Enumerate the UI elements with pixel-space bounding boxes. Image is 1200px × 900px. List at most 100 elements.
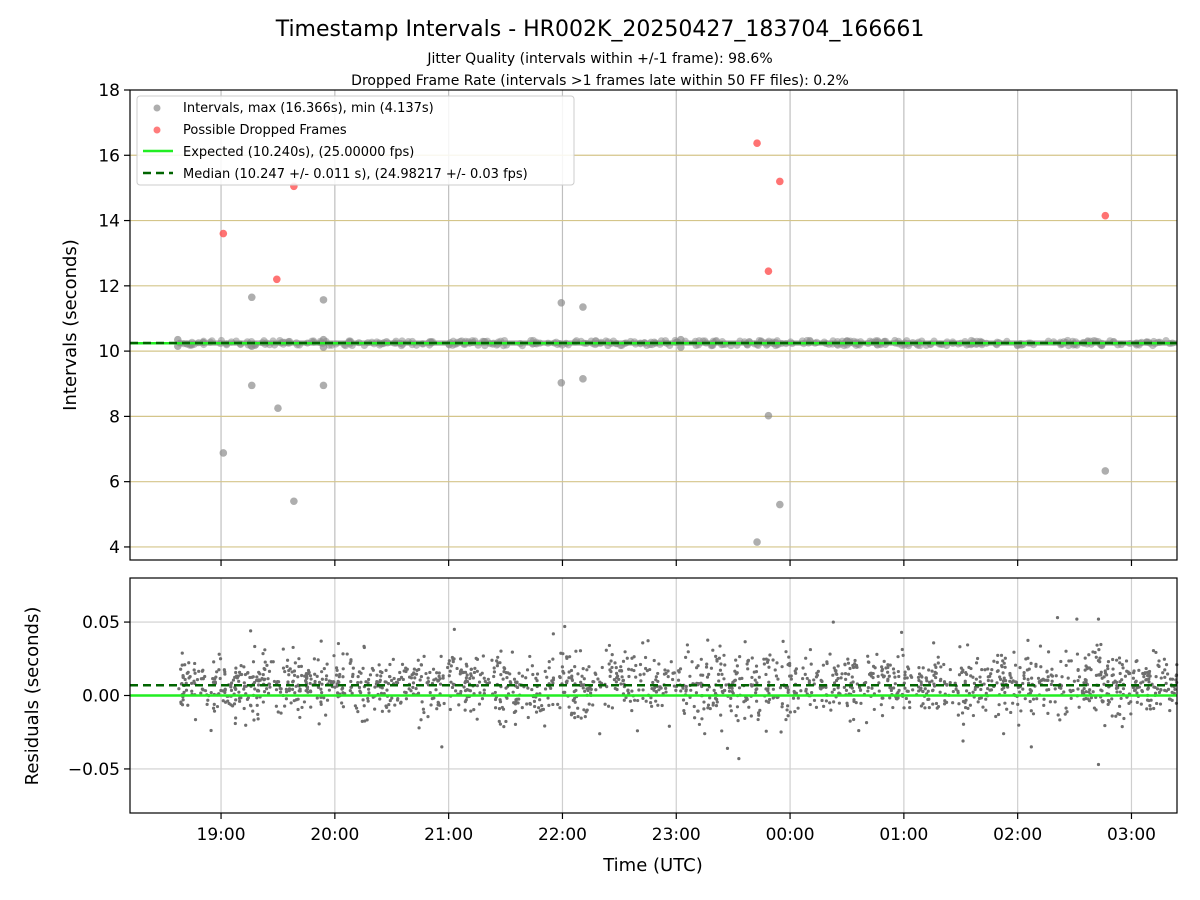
x-tick-label: 00:00	[766, 825, 815, 845]
residual-point	[750, 675, 754, 680]
residual-point	[1066, 676, 1070, 680]
residual-point	[223, 687, 227, 691]
residual-point	[283, 669, 287, 674]
residual-point	[551, 657, 555, 661]
residual-point	[1022, 676, 1026, 681]
residual-point	[1155, 701, 1159, 706]
residual-point	[789, 677, 793, 681]
residual-point	[747, 705, 751, 709]
residual-point	[540, 708, 544, 712]
residual-point	[283, 704, 287, 708]
residual-point	[543, 724, 547, 728]
residual-point	[480, 697, 485, 701]
residual-point	[587, 702, 591, 706]
residual-point	[780, 705, 784, 709]
residual-point	[1031, 697, 1036, 701]
residual-point	[796, 706, 800, 710]
residual-point	[859, 701, 863, 705]
residual-point	[840, 672, 844, 676]
residual-point	[847, 672, 851, 676]
interval-point	[677, 343, 685, 351]
residual-point	[641, 641, 645, 645]
residual-point	[1087, 699, 1092, 703]
residual-point	[229, 681, 234, 685]
residual-point	[893, 675, 897, 679]
residual-point	[581, 667, 585, 671]
dropped-frame-point	[1101, 211, 1110, 220]
residual-point	[996, 669, 1000, 673]
residual-point	[818, 685, 822, 689]
residual-point	[365, 718, 369, 722]
residual-point	[781, 639, 785, 643]
residual-point	[556, 702, 560, 706]
residual-point	[600, 665, 604, 670]
residual-point	[886, 665, 890, 670]
residual-point	[417, 667, 421, 672]
residual-point	[743, 640, 747, 644]
residual-point	[768, 653, 772, 657]
residual-point	[803, 672, 807, 676]
residual-point	[1152, 685, 1156, 689]
residual-outlier-point	[831, 620, 835, 624]
residual-point	[699, 657, 703, 661]
residual-point	[836, 686, 840, 690]
residual-point	[684, 684, 688, 689]
residual-point	[411, 685, 415, 689]
residual-point	[183, 663, 187, 667]
residual-point	[426, 715, 430, 719]
legend-label-expected: Expected (10.240s), (25.00000 fps)	[183, 145, 414, 160]
residual-point	[786, 688, 790, 692]
residual-point	[300, 705, 304, 710]
residual-point	[576, 672, 580, 676]
x-tick-label: 19:00	[197, 825, 246, 845]
residual-outlier-point	[563, 624, 567, 629]
residual-point	[696, 664, 700, 668]
residual-point	[1146, 686, 1150, 690]
residual-point	[938, 690, 942, 694]
residual-point	[449, 664, 453, 668]
residual-outlier-point	[319, 639, 323, 643]
residual-point	[639, 679, 643, 683]
residual-point	[324, 677, 328, 682]
residual-point	[822, 704, 826, 708]
residual-point	[298, 715, 302, 720]
residual-point	[996, 712, 1001, 717]
residual-point	[580, 674, 584, 678]
residual-point	[334, 673, 339, 677]
residual-point	[528, 701, 532, 706]
residual-point	[530, 664, 534, 668]
residual-point	[419, 718, 423, 722]
residual-point	[1103, 723, 1107, 728]
residual-point	[735, 705, 740, 709]
residual-point	[636, 698, 640, 703]
residual-point	[481, 654, 485, 658]
residual-point	[951, 701, 955, 705]
residual-point	[293, 661, 297, 665]
residual-point	[449, 680, 453, 684]
residual-point	[984, 708, 988, 712]
residual-point	[508, 680, 512, 684]
residual-point	[587, 686, 591, 690]
residual-point	[754, 664, 759, 668]
residual-point	[921, 666, 925, 670]
residual-point	[366, 696, 370, 701]
residual-point	[852, 689, 856, 694]
residuals-y-ticks: −0.05 0.00 0.05	[68, 613, 130, 780]
residual-point	[1106, 667, 1110, 671]
residual-point	[475, 717, 479, 721]
residual-point	[919, 680, 923, 684]
residual-point	[1021, 687, 1025, 691]
residual-point	[1135, 659, 1139, 663]
residual-point	[764, 699, 768, 703]
residual-point	[335, 691, 340, 695]
residual-point	[727, 686, 732, 690]
residual-point	[531, 672, 535, 677]
residual-point	[842, 685, 846, 689]
residual-point	[583, 689, 587, 693]
residual-point	[190, 689, 194, 693]
residual-point	[882, 659, 886, 663]
residual-point	[363, 719, 367, 723]
residual-point	[614, 671, 619, 675]
residual-point	[652, 658, 656, 663]
residual-point	[325, 662, 329, 666]
